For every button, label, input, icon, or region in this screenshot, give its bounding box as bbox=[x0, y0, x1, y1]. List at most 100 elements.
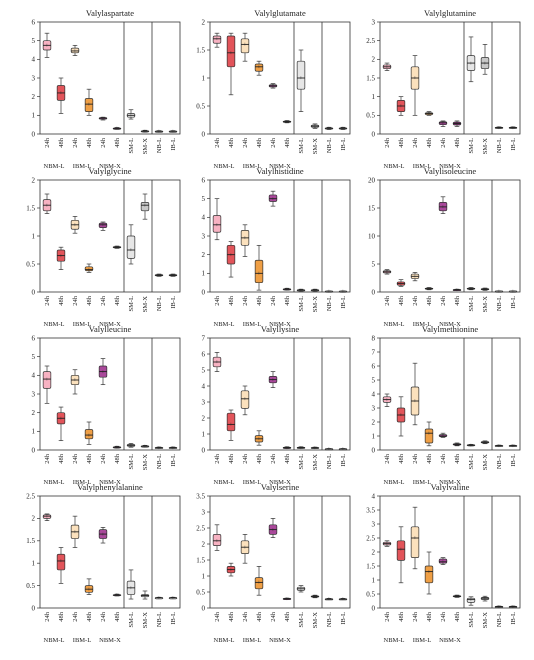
y-tick-label: 3.5 bbox=[196, 492, 205, 500]
y-tick-label: 0 bbox=[202, 446, 206, 454]
mean-marker: + bbox=[87, 268, 91, 274]
mean-marker: + bbox=[171, 596, 175, 602]
box bbox=[240, 38, 250, 54]
category-label: SM-X bbox=[312, 612, 319, 629]
category-label: 48h bbox=[426, 295, 433, 306]
group-label: NBM-X bbox=[99, 479, 121, 486]
mean-marker: + bbox=[427, 431, 431, 437]
y-tick-label: 0.5 bbox=[196, 102, 205, 110]
box bbox=[70, 47, 80, 54]
y-tick-label: 0 bbox=[32, 446, 36, 454]
box bbox=[226, 35, 236, 68]
mean-marker: + bbox=[469, 443, 473, 449]
mean-marker: + bbox=[59, 559, 63, 565]
mean-marker: + bbox=[171, 130, 175, 136]
chart-panel-11: Valylvaline 0 0.5 1 1.5 2 2.5 3 3.5 4 +24h +48h +24h… bbox=[366, 482, 521, 644]
mean-marker: + bbox=[497, 444, 501, 450]
category-label: 24h bbox=[412, 295, 419, 306]
mean-marker: + bbox=[341, 447, 345, 453]
y-tick-label: 15 bbox=[368, 204, 376, 212]
mean-marker: + bbox=[299, 587, 303, 593]
chart-title: Valylglutamate bbox=[254, 8, 306, 18]
mean-marker: + bbox=[115, 245, 119, 251]
category-label: SM-L bbox=[298, 296, 305, 312]
group-label: IBM-L bbox=[243, 479, 261, 486]
category-label: NB-L bbox=[326, 612, 333, 627]
y-tick-label: 1.5 bbox=[26, 204, 35, 212]
chart-panel-8: Valylmethionine 0 1 2 3 4 5 6 7 8 +24h +48h +24h +48h… bbox=[372, 324, 521, 486]
group-label: NBM-X bbox=[99, 163, 121, 170]
y-tick-label: 5 bbox=[202, 195, 206, 203]
mean-marker: + bbox=[497, 126, 501, 132]
y-tick-label: 6 bbox=[202, 176, 206, 184]
y-tick-label: 0.5 bbox=[366, 112, 375, 120]
mean-marker: + bbox=[101, 116, 105, 122]
category-label: 24h bbox=[72, 137, 79, 148]
y-tick-label: 2 bbox=[202, 414, 206, 422]
box bbox=[424, 428, 434, 444]
category-label: 24h bbox=[44, 453, 51, 464]
mean-marker: + bbox=[101, 532, 105, 538]
chart-title: Valylglycine bbox=[89, 166, 132, 176]
mean-marker: + bbox=[143, 129, 147, 135]
mean-marker: + bbox=[427, 112, 431, 118]
group-label: NBM-X bbox=[269, 321, 291, 328]
box bbox=[226, 412, 236, 432]
y-tick-label: 10 bbox=[368, 232, 376, 240]
mean-marker: + bbox=[243, 236, 247, 242]
y-tick-label: 3 bbox=[372, 18, 376, 26]
chart-title: Valylmethionine bbox=[422, 324, 478, 334]
chart-title: Valylisoleucine bbox=[424, 166, 477, 176]
category-label: SM-L bbox=[468, 612, 475, 628]
box bbox=[84, 429, 94, 440]
category-label: IB-L bbox=[170, 138, 177, 151]
mean-marker: + bbox=[59, 91, 63, 97]
mean-marker: + bbox=[413, 76, 417, 82]
group-label: NBM-X bbox=[99, 637, 121, 644]
y-tick-label: 3 bbox=[372, 520, 376, 528]
y-tick-label: 0 bbox=[372, 130, 376, 138]
mean-marker: + bbox=[45, 203, 49, 209]
mean-marker: + bbox=[73, 530, 77, 536]
mean-marker: + bbox=[115, 127, 119, 133]
mean-marker: + bbox=[59, 416, 63, 422]
y-tick-label: 0.5 bbox=[26, 260, 35, 268]
chart-panel-10: Valylserine 0 0.5 1 1.5 2 2.5 3 3.5 +24h +48h +24h +… bbox=[196, 482, 351, 644]
y-tick-label: 3.5 bbox=[366, 506, 375, 514]
group-label: NBM-L bbox=[44, 321, 65, 328]
mean-marker: + bbox=[271, 84, 275, 90]
y-tick-label: 3 bbox=[202, 508, 206, 516]
mean-marker: + bbox=[45, 44, 49, 50]
mean-marker: + bbox=[87, 102, 91, 108]
plot-frame bbox=[379, 179, 521, 293]
mean-marker: + bbox=[313, 288, 317, 294]
category-label: 24h bbox=[100, 611, 107, 622]
category-label: SM-X bbox=[482, 612, 489, 629]
mean-marker: + bbox=[399, 104, 403, 110]
y-tick-label: 2.5 bbox=[366, 534, 375, 542]
y-tick-label: 2 bbox=[202, 251, 206, 259]
category-label: IB-L bbox=[340, 612, 347, 625]
group-label: NBM-X bbox=[439, 163, 461, 170]
mean-marker: + bbox=[327, 597, 331, 603]
mean-marker: + bbox=[243, 43, 247, 49]
box bbox=[42, 371, 52, 389]
y-tick-label: 4 bbox=[202, 214, 206, 222]
category-label: 48h bbox=[228, 295, 235, 306]
y-tick-label: 0.5 bbox=[366, 590, 375, 598]
mean-marker: + bbox=[469, 598, 473, 604]
category-label: 48h bbox=[426, 137, 433, 148]
group-label: IBM-L bbox=[413, 637, 431, 644]
category-label: NB-L bbox=[496, 454, 503, 469]
mean-marker: + bbox=[257, 272, 261, 278]
y-tick-label: 2 bbox=[32, 176, 36, 184]
mean-marker: + bbox=[45, 514, 49, 520]
category-label: 24h bbox=[384, 453, 391, 464]
group-label: NBM-L bbox=[214, 163, 235, 170]
mean-marker: + bbox=[143, 444, 147, 450]
y-tick-label: 2 bbox=[202, 18, 206, 26]
mean-marker: + bbox=[427, 287, 431, 293]
mean-marker: + bbox=[399, 413, 403, 419]
category-label: 48h bbox=[426, 453, 433, 464]
y-tick-label: 5 bbox=[32, 37, 36, 45]
